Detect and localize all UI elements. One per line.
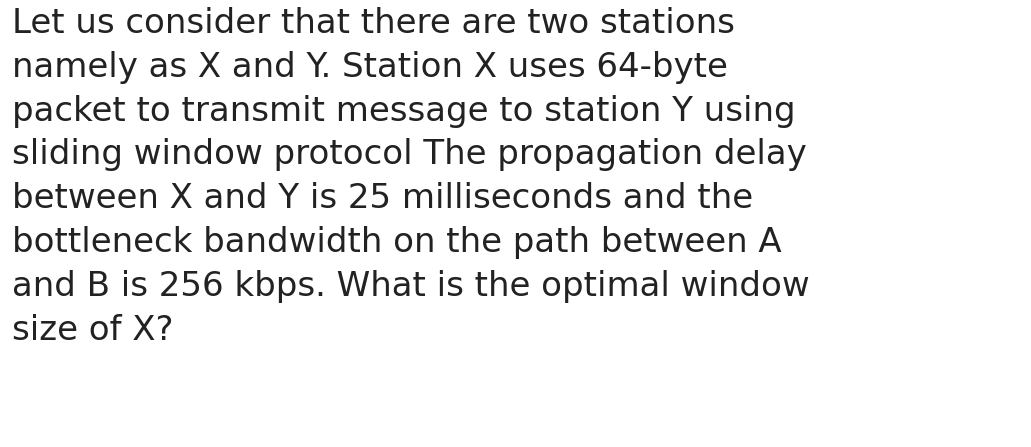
Text: Let us consider that there are two stations
namely as X and Y. Station X uses 64: Let us consider that there are two stati…: [12, 7, 810, 347]
